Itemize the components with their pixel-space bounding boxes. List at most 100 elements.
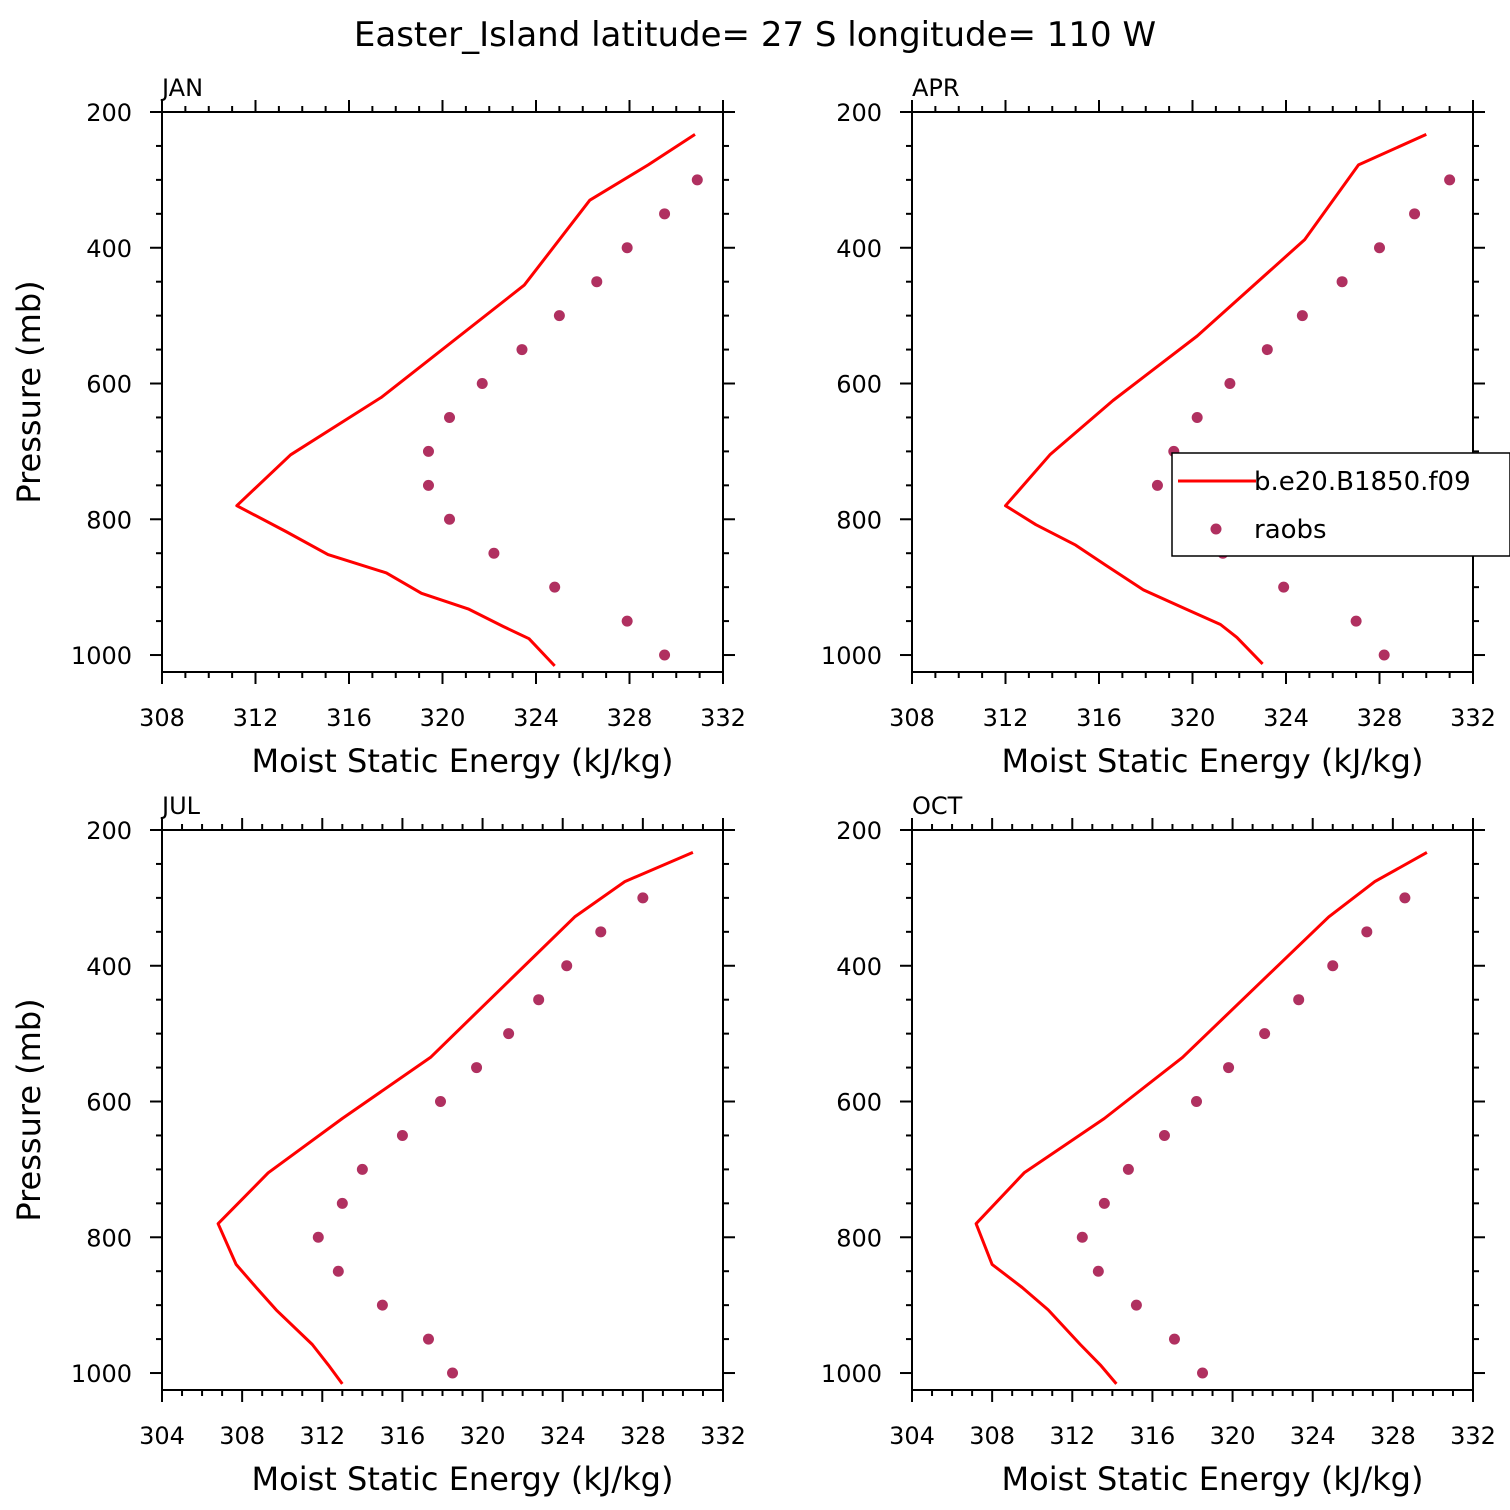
raobs-point: [1296, 310, 1308, 322]
raobs-point: [1444, 174, 1456, 186]
x-tick-label: 304: [139, 1422, 185, 1450]
figure-title: Easter_Island latitude= 27 S longitude= …: [354, 15, 1156, 55]
y-tick-label: 1000: [821, 642, 882, 670]
legend-marker-swatch: [1210, 523, 1222, 535]
x-tick-label: 308: [139, 704, 185, 732]
raobs-point: [1350, 615, 1362, 627]
x-tick-label: 308: [889, 704, 935, 732]
raobs-point: [1409, 208, 1421, 220]
y-tick-label: 800: [86, 1224, 132, 1252]
x-tick-label: 320: [1210, 1422, 1256, 1450]
panel-apr: 308 312 316 320 324 328 332 200 400 600 800 1000 APR…: [821, 74, 1510, 780]
y-axis-label: Pressure (mb): [10, 280, 48, 503]
x-axis-label: Moist Static Energy (kJ/kg): [252, 742, 674, 780]
x-tick-label: 332: [700, 704, 746, 732]
raobs-point: [621, 615, 633, 627]
raobs-point: [1158, 1129, 1170, 1141]
model-line: [1004, 133, 1427, 665]
x-axis-label: Moist Static Energy (kJ/kg): [1002, 742, 1424, 780]
raobs-point: [1191, 411, 1203, 423]
panel-title: JAN: [160, 74, 203, 102]
raobs-point: [553, 310, 565, 322]
raobs-point: [1361, 926, 1373, 938]
raobs-point: [1197, 1367, 1209, 1379]
y-tick-label: 400: [836, 953, 882, 981]
x-tick-label: 316: [326, 704, 372, 732]
raobs-point: [516, 344, 528, 356]
y-tick-label: 400: [86, 235, 132, 263]
x-tick-label: 332: [700, 1422, 746, 1450]
x-tick-label: 312: [1049, 1422, 1095, 1450]
raobs-point: [533, 994, 545, 1006]
y-tick-label: 1000: [71, 642, 132, 670]
raobs-point: [312, 1231, 324, 1243]
y-tick-label: 800: [86, 506, 132, 534]
raobs-point: [336, 1197, 348, 1209]
x-tick-label: 320: [1170, 704, 1216, 732]
raobs-point: [591, 276, 603, 288]
plot-frame: [911, 829, 1474, 1391]
legend-label: raobs: [1254, 515, 1327, 545]
raobs-point: [1259, 1028, 1271, 1040]
raobs-point: [1151, 479, 1163, 491]
raobs-point: [422, 1333, 434, 1345]
y-tick-label: 800: [836, 1224, 882, 1252]
raobs-point: [595, 926, 607, 938]
x-tick-label: 328: [1370, 1422, 1416, 1450]
raobs-point: [1293, 994, 1305, 1006]
series-group: [216, 851, 694, 1385]
x-tick-label: 320: [460, 1422, 506, 1450]
raobs-point: [659, 649, 671, 661]
raobs-point: [637, 892, 649, 904]
raobs-point: [1261, 344, 1273, 356]
raobs-point: [488, 547, 500, 559]
y-tick-label: 1000: [71, 1360, 132, 1388]
y-tick-label: 600: [86, 371, 132, 399]
raobs-point: [444, 513, 456, 525]
x-tick-label: 324: [1290, 1422, 1336, 1450]
raobs-point: [659, 208, 671, 220]
raobs-point: [691, 174, 703, 186]
panel-jan: 308 312 316 320 324 328 332 200 400 600 800 1000 JAN…: [10, 74, 746, 780]
y-tick-label: 800: [836, 506, 882, 534]
plot-frame: [161, 111, 724, 673]
raobs-point: [1130, 1299, 1142, 1311]
y-tick-label: 600: [836, 371, 882, 399]
x-tick-label: 312: [299, 1422, 345, 1450]
panel-jul: 304 308 312 316 320 324 328 332 200 400 600 800 1000…: [10, 792, 746, 1498]
raobs-point: [1374, 242, 1385, 254]
raobs-point: [422, 479, 434, 491]
x-tick-label: 320: [420, 704, 466, 732]
legend-box: [1171, 452, 1510, 557]
raobs-point: [1168, 1333, 1180, 1345]
raobs-point: [1378, 649, 1390, 661]
raobs-point: [447, 1367, 459, 1379]
y-tick-label: 200: [86, 99, 132, 127]
x-axis-label: Moist Static Energy (kJ/kg): [252, 1460, 674, 1498]
raobs-point: [1098, 1197, 1110, 1209]
model-line: [235, 133, 696, 667]
raobs-point: [422, 445, 434, 457]
raobs-point: [1399, 892, 1411, 904]
raobs-point: [356, 1163, 368, 1175]
x-tick-label: 324: [1263, 704, 1309, 732]
raobs-point: [1092, 1265, 1104, 1277]
raobs-point: [549, 581, 561, 593]
series-group: [235, 133, 703, 667]
raobs-point: [621, 242, 633, 254]
y-tick-label: 1000: [821, 1360, 882, 1388]
x-tick-label: 308: [219, 1422, 265, 1450]
legend-label: b.e20.B1850.f09: [1254, 467, 1471, 497]
series-group: [974, 851, 1428, 1385]
panel-oct: 304 308 312 316 320 324 328 332 200 400 600 800 1000…: [821, 792, 1496, 1498]
x-axis-label: Moist Static Energy (kJ/kg): [1002, 1460, 1424, 1498]
y-tick-label: 200: [836, 99, 882, 127]
x-tick-label: 324: [513, 704, 559, 732]
raobs-point: [332, 1265, 344, 1277]
panel-title: OCT: [912, 792, 963, 820]
raobs-point: [1223, 1062, 1235, 1074]
raobs-point: [471, 1062, 483, 1074]
raobs-point: [1278, 581, 1290, 593]
x-tick-label: 304: [889, 1422, 935, 1450]
